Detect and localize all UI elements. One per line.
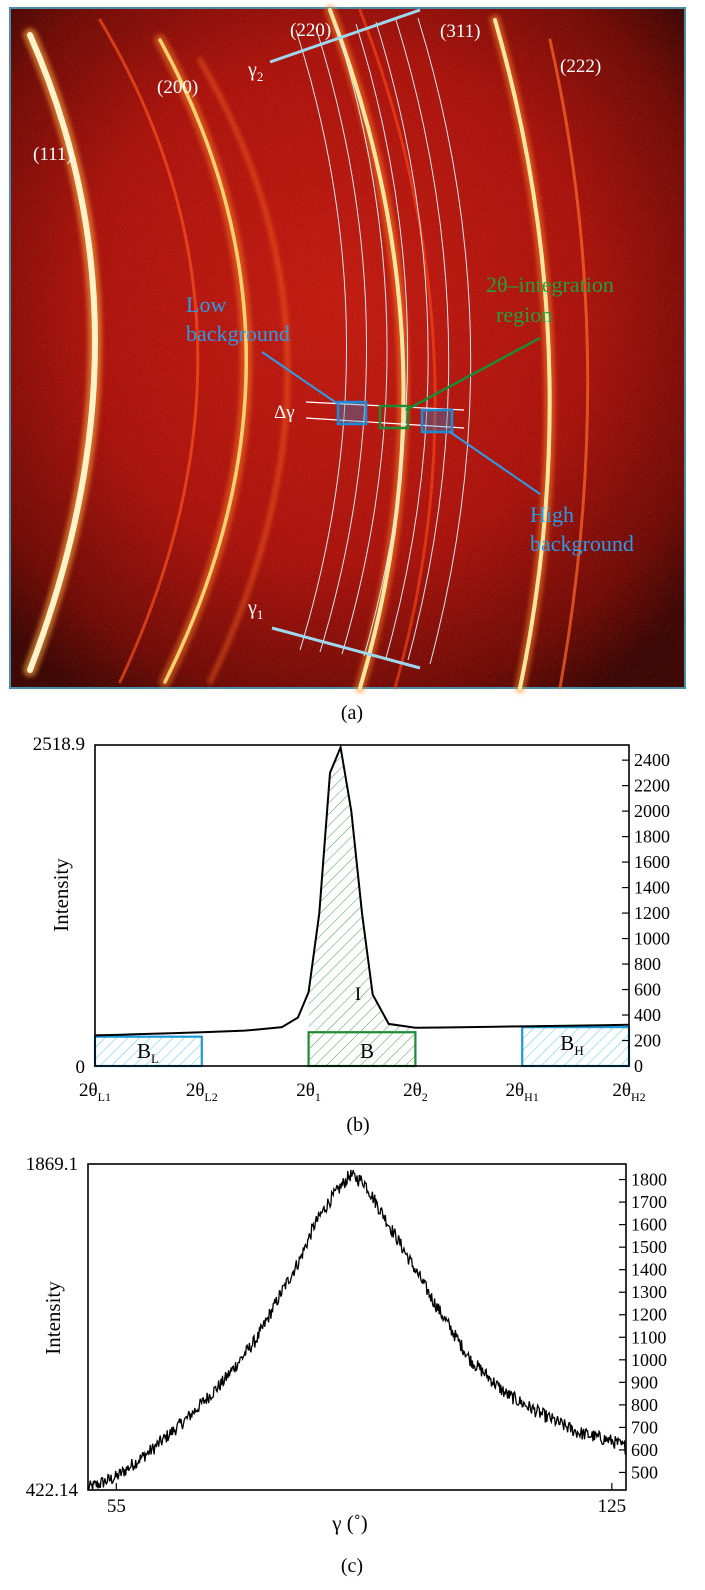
delta-gamma-label: Δγ — [274, 402, 295, 423]
ring-label-222: (222) — [560, 56, 601, 77]
chart-b-ytop-label: 2518.9 — [33, 734, 85, 755]
high-background-pointer — [449, 431, 541, 495]
image-border — [9, 7, 686, 689]
chart-b-tick-label: 2400 — [634, 750, 670, 770]
chart-b-x-tick-label: 2θH2 — [612, 1080, 645, 1104]
chart-c-tick-label: 1600 — [631, 1215, 667, 1235]
chart-b-tick-label: 2000 — [634, 801, 670, 821]
chart-c-tick-label: 1100 — [631, 1327, 666, 1347]
chart-b-tick-label: 400 — [634, 1005, 661, 1025]
chart-b-tick-label: 1800 — [634, 827, 670, 847]
chart-c-xlabel: γ (˚) — [331, 1511, 368, 1535]
gamma1-line — [271, 626, 421, 670]
chart-c-tick-label: 1200 — [631, 1305, 667, 1325]
chart-b-x-tick-label: 2θL1 — [79, 1080, 111, 1104]
chart-b-x-tick-label: 2θ2 — [403, 1080, 428, 1104]
chart-b-region-BL — [93, 1035, 203, 1068]
integration-region-label-line2: region — [496, 302, 552, 327]
low-background-pointer — [261, 351, 339, 405]
panel-c-caption: (c) — [341, 1555, 363, 1577]
ring-label-311: (311) — [440, 21, 480, 42]
chart-b-tick-label: 800 — [634, 954, 661, 974]
chart-b-tick-label: 1000 — [634, 929, 670, 949]
chart-b-right-axis: 2400220020001800160014001200100080060040… — [622, 750, 670, 1076]
chart-b-region-label-b: B — [360, 1039, 374, 1063]
ring-220b — [358, 8, 437, 690]
gamma2-line — [269, 8, 421, 64]
chart-c-tick-label: 1500 — [631, 1237, 667, 1257]
chart-b-x-tick-label: 2θ1 — [296, 1080, 321, 1104]
chart-b-tick-label: 1200 — [634, 903, 670, 923]
chart-b-region-label-bh: BH — [560, 1031, 583, 1058]
chart-b-x-axis: 2θL1 2θL2 2θ1 2θ2 2θH1 2θH2 — [79, 1080, 646, 1104]
chart-c-tick-label: 1300 — [631, 1282, 667, 1302]
ring-200 — [158, 38, 248, 684]
chart-c-tick-label: 700 — [631, 1417, 658, 1437]
high-background-box — [420, 408, 454, 434]
chart-c-x-axis: 55 125 — [107, 1483, 626, 1517]
chart-c-x-tick-label: 55 — [107, 1496, 126, 1517]
ring-label-200: (200) — [157, 77, 198, 98]
chart-b-tick-label: 2200 — [634, 776, 670, 796]
panel-a-caption: (a) — [341, 702, 363, 724]
chart-b-tick-label: 1600 — [634, 852, 670, 872]
chart-c-tick-label: 500 — [631, 1462, 658, 1482]
chart-c-series-line — [87, 1169, 627, 1491]
chart-b: Intensity 2518.9 0 240022002000180016001… — [33, 734, 670, 1104]
chart-c-x-tick-label: 125 — [598, 1496, 627, 1517]
chart-b-series-line — [94, 743, 630, 1037]
chart-b-tick-label: 600 — [634, 980, 661, 1000]
chart-c-tick-label: 1000 — [631, 1350, 667, 1370]
high-background-label-line2: background — [530, 531, 634, 556]
chart-c-frame — [87, 1163, 627, 1491]
integration-region-label-line1: 2θ–integration — [486, 272, 614, 297]
chart-c-tick-label: 1800 — [631, 1170, 667, 1190]
chart-b-tick-label: 200 — [634, 1031, 661, 1051]
ring-labels: (111) (200) (220) (311) (222) — [33, 20, 601, 165]
ring-220 — [328, 8, 406, 690]
ring-label-220: (220) — [290, 20, 331, 41]
chart-b-region-B — [307, 1031, 417, 1068]
chart-b-region-label-bl: BL — [137, 1039, 159, 1066]
chart-c-ybottom-label: 422.14 — [26, 1480, 79, 1501]
integration-pointer — [405, 336, 541, 412]
chart-c-ytop-label: 1869.1 — [26, 1154, 78, 1175]
chart-b-x-tick-label: 2θL2 — [186, 1080, 218, 1104]
panel-b-caption: (b) — [346, 1114, 369, 1136]
chart-c-tick-label: 1400 — [631, 1260, 667, 1280]
low-background-label-line1: Low — [186, 292, 226, 317]
chart-c-tick-label: 1700 — [631, 1192, 667, 1212]
chart-b-x-tick-label: 2θH1 — [506, 1080, 539, 1104]
ring-200b — [197, 57, 291, 685]
diffraction-image: (111) (200) (220) (311) (222) γ2 γ1 Δγ L… — [9, 4, 686, 694]
chart-c-tick-label: 800 — [631, 1395, 658, 1415]
low-background-label-line2: background — [186, 321, 290, 346]
chart-b-peak-area — [308, 747, 416, 1033]
chart-c-tick-label: 600 — [631, 1440, 658, 1460]
chart-b-peak-label: I — [355, 984, 361, 1005]
image-noise — [10, 8, 685, 688]
diffraction-rings — [23, 4, 590, 694]
delta-gamma-line-bottom — [305, 417, 465, 429]
integration-box — [378, 404, 410, 430]
ring-222 — [548, 38, 590, 690]
ring-311 — [493, 18, 552, 690]
chart-b-ybottom-label: 0 — [76, 1057, 86, 1078]
chart-c-tick-label: 900 — [631, 1372, 658, 1392]
chart-b-tick-label: 0 — [634, 1056, 643, 1076]
chart-b-ylabel: Intensity — [49, 858, 73, 932]
chart-c-ylabel: Intensity — [41, 1281, 65, 1355]
chart-b-frame — [94, 744, 630, 1067]
chart-b-tick-label: 1400 — [634, 878, 670, 898]
integration-sector — [295, 17, 472, 665]
low-background-box — [336, 400, 368, 426]
ring-111 — [27, 32, 98, 673]
chart-b-regions — [93, 747, 631, 1068]
ring-111b — [98, 18, 200, 684]
high-background-label-line1: High — [530, 502, 574, 527]
ring-label-111: (111) — [33, 144, 73, 165]
